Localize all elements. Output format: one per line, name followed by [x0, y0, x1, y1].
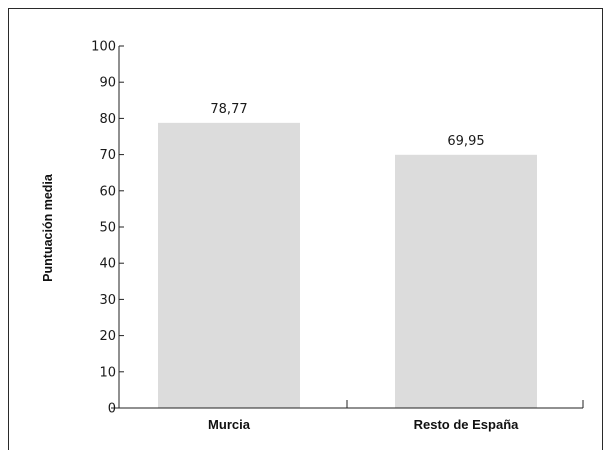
y-tick-label: 80: [99, 112, 116, 127]
y-tick-label: 100: [91, 40, 116, 55]
y-tick-label: 10: [99, 365, 116, 380]
category-label: Resto de España: [414, 417, 520, 432]
y-tick-label: 30: [99, 293, 116, 308]
bar-1: [158, 122, 300, 408]
y-tick-label: 50: [99, 221, 116, 236]
category-label: Murcia: [208, 417, 251, 432]
y-ticks-group: 0 10 20 30 40 50 60 70 80 90 100: [91, 40, 124, 417]
y-tick-label: 20: [99, 329, 116, 344]
bar-value-label: 78,77: [210, 102, 247, 117]
bar-value-label: 69,95: [447, 134, 484, 149]
x-ticks-group: [346, 400, 584, 408]
y-tick-label: 90: [99, 76, 116, 91]
y-tick-label: 60: [99, 184, 116, 199]
bar-2: [395, 154, 537, 408]
y-tick-label: 40: [99, 257, 116, 272]
y-axis-label: Puntuación media: [41, 173, 55, 282]
bars-group: [158, 122, 537, 408]
y-tick-label: 0: [108, 402, 116, 417]
y-tick-label: 70: [99, 148, 116, 163]
category-labels-group: Murcia Resto de España: [208, 417, 519, 432]
value-labels-group: 78,77 69,95: [210, 102, 484, 149]
